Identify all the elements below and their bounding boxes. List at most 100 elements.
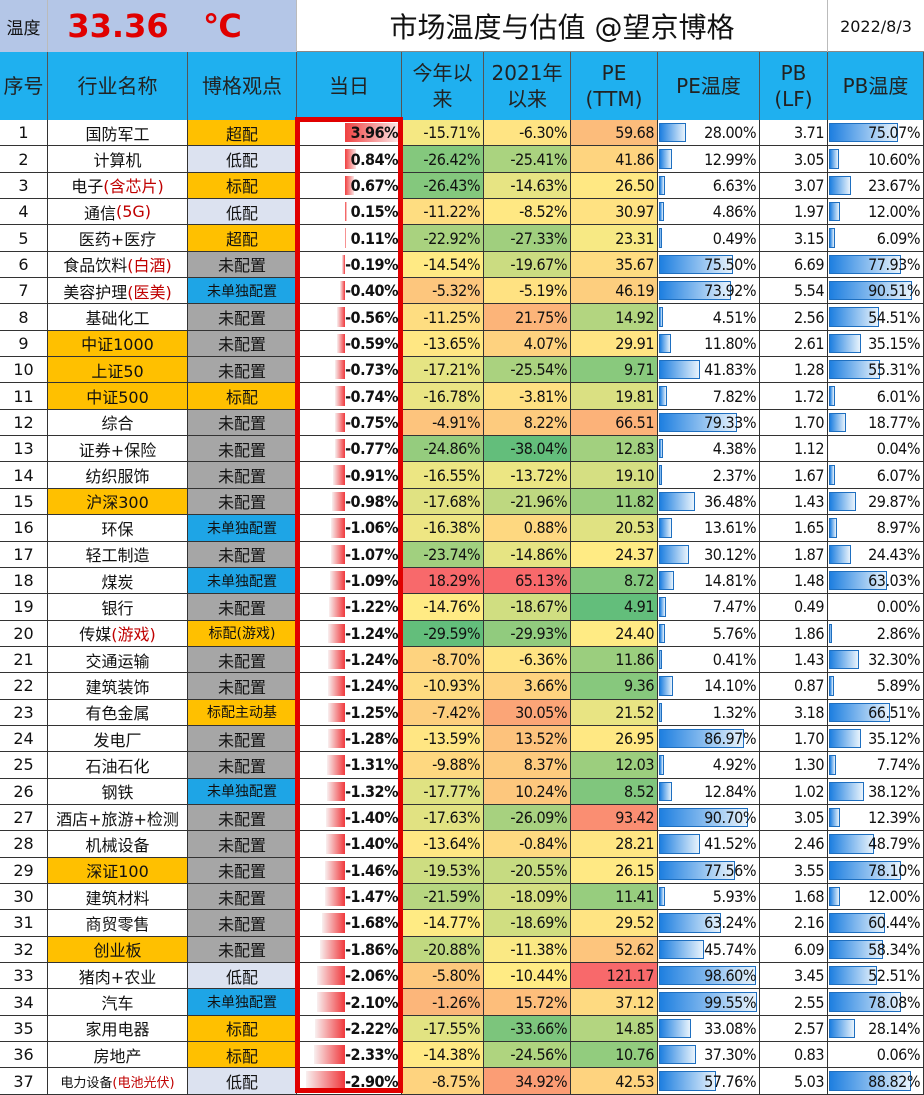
opinion-badge: 未单独配置 [188,278,297,304]
industry-name-text: 石油石化 [85,756,150,776]
pb-temperature-bar [829,544,852,564]
pb-lf-value: 1.70 [793,729,825,749]
since-2021-change: -8.52% [484,199,571,225]
table-row[interactable]: 33 猪肉+农业 低配 -2.06% -5.80% -10.44% 121.17 98.60%… [0,963,924,990]
pe-ttm: 26.50 [571,172,658,199]
pe-temperature-value: 86.97% [704,729,756,749]
pb-lf-value: 5.54 [793,281,825,301]
table-row[interactable]: 19 银行 未配置 -1.22% -14.76% -18.67% 4.91 7.47% 0.49… [0,594,924,621]
industry-name-text: 食品饮料 [63,256,128,276]
table-row[interactable]: 2 计算机 低配 0.84% -26.42% -25.41% 41.86 12.99% 3.05… [0,146,924,173]
table-row[interactable]: 31 商贸零售 未配置 -1.68% -14.77% -18.69% 29.52 63.24%… [0,910,924,937]
table-row[interactable]: 1 国防军工 超配 3.96% -15.71% -6.30% 59.68 28.00% 3.71… [0,120,924,147]
table-row[interactable]: 23 有色金属 标配主动基 -1.25% -7.42% 30.05% 21.52 1.32% 3… [0,699,924,726]
pb-lf-value: 2.56 [793,307,825,327]
pb-lf: 3.45 [760,963,828,989]
table-row[interactable]: 25 石油石化 未配置 -1.31% -9.88% 8.37% 12.03 4.92% 1.30… [0,752,924,779]
table-row[interactable]: 32 创业板 未配置 -1.86% -20.88% -11.38% 52.62 45.74% 6… [0,936,924,963]
table-row[interactable]: 34 汽车 未单独配置 -2.10% -1.26% 15.72% 37.12 99.55% 2.… [0,989,924,1016]
pb-temperature-bar [829,623,832,643]
table-row[interactable]: 13 证券+保险 未配置 -0.77% -24.86% -38.04% 12.83 4.38%… [0,436,924,463]
pb-lf-value: 1.02 [793,781,825,801]
table-row[interactable]: 9 中证1000 未配置 -0.59% -13.65% 4.07% 29.91 11.80% 2… [0,330,924,358]
daily-change-value: -1.24% [345,676,398,696]
industry-name: 汽车 [48,989,188,1015]
pb-temperature: 78.08% [828,989,924,1015]
daily-change-bar [327,781,345,801]
industry-name-note: (5G) [115,202,152,222]
table-row[interactable]: 4 通信 (5G) 低配 0.15% -11.22% -8.52% 30.97 4.86% 1.9… [0,199,924,226]
pb-lf-value: 1.68 [793,887,825,907]
table-row[interactable]: 20 传媒 (游戏) 标配(游戏) -1.24% -29.59% -29.93% 24.40 5… [0,620,924,647]
pe-temperature: 7.82% [658,383,760,409]
pe-temperature-bar [659,1018,692,1039]
industry-name: 家用电器 [48,1015,188,1042]
table-row[interactable]: 24 发电厂 未配置 -1.28% -13.59% 13.52% 26.95 86.97% 1.… [0,725,924,753]
industry-name-text: 通信 [83,203,116,223]
table-row[interactable]: 3 电子 (含芯片) 标配 0.67% -26.43% -14.63% 26.50 6.63% 3… [0,172,924,200]
daily-change-value: -1.68% [345,913,398,933]
pb-lf: 5.54 [760,278,828,304]
table-row[interactable]: 5 医药+医疗 超配 0.11% -22.92% -27.33% 23.31 0.49% 3.1… [0,225,924,252]
table-row[interactable]: 27 酒店+旅游+检测 未配置 -1.40% -17.63% -26.09% 93.42 90… [0,804,924,832]
daily-change: -1.28% [297,725,402,752]
industry-name: 深证100 [48,857,188,883]
table-row[interactable]: 22 建筑装饰 未配置 -1.24% -10.93% 3.66% 9.36 14.10% 0.8… [0,673,924,700]
pb-temperature-value: 6.07% [876,465,921,485]
pe-temperature-value: 4.38% [712,439,757,459]
industry-name-text: 中证500 [86,388,149,408]
pb-lf-value: 1.43 [793,650,825,670]
daily-change-value: 3.96% [350,123,399,143]
row-number: 14 [0,462,48,488]
since-2021-change: -25.41% [484,146,571,172]
opinion-badge: 未单独配置 [188,567,297,594]
row-number: 31 [0,910,48,936]
industry-name-text: 交通运输 [85,651,150,671]
table-row[interactable]: 8 基础化工 未配置 -0.56% -11.25% 21.75% 14.92 4.51% 2.5… [0,304,924,331]
pe-ttm: 10.76 [571,1042,658,1068]
opinion-badge: 未单独配置 [188,778,297,804]
pe-temperature-bar [659,281,732,301]
pe-ttm: 9.71 [571,357,658,383]
table-row[interactable]: 37 电力设备 (电池光伏) 低配 -2.90% -8.75% 34.92% 42.53 57.… [0,1068,924,1095]
pe-temperature-bar [659,439,664,459]
pe-temperature-bar [659,570,674,591]
pe-temperature-value: 28.00% [704,123,756,143]
table-row[interactable]: 10 上证50 未配置 -0.73% -17.21% -25.54% 9.71 41.83% 1… [0,357,924,384]
ytd-change: -16.78% [402,383,484,409]
table-row[interactable]: 12 综合 未配置 -0.75% -4.91% 8.22% 66.51 79.33% 1.70 1… [0,409,924,437]
pe-temperature: 2.37% [658,462,760,488]
pe-temperature: 28.00% [658,120,760,146]
industry-name-text: 机械设备 [85,835,150,855]
ytd-change: -14.76% [402,594,484,620]
table-row[interactable]: 30 建筑材料 未配置 -1.47% -21.59% -18.09% 11.41 5.93% 1… [0,883,924,911]
pe-temperature: 41.83% [658,357,760,383]
pb-lf: 3.07 [760,172,828,199]
industry-name-text: 医药+医疗 [78,230,157,250]
pe-temperature-value: 13.61% [704,518,756,538]
pb-lf-value: 1.97 [793,202,825,222]
opinion-badge: 标配 [188,172,297,199]
industry-name-text: 电力设备 [60,1075,113,1091]
table-row[interactable]: 16 环保 未单独配置 -1.06% -16.38% 0.88% 20.53 13.61% 1.… [0,515,924,542]
table-row[interactable]: 17 轻工制造 未配置 -1.07% -23.74% -14.86% 24.37 30.12%… [0,541,924,568]
pb-temperature-bar [829,281,913,301]
table-row[interactable]: 15 沪深300 未配置 -0.98% -17.68% -21.96% 11.82 36.48… [0,488,924,516]
table-row[interactable]: 21 交通运输 未配置 -1.24% -8.70% -6.36% 11.86 0.41% 1.4… [0,646,924,674]
table-row[interactable]: 36 房地产 标配 -2.33% -14.38% -24.56% 10.76 37.30% 0.… [0,1042,924,1069]
table-row[interactable]: 14 纺织服饰 未配置 -0.91% -16.55% -13.72% 19.10 2.37% 1… [0,462,924,489]
table-row[interactable]: 11 中证500 标配 -0.74% -16.78% -3.81% 19.81 7.82% 1.… [0,383,924,410]
industry-name: 电力设备 (电池光伏) [48,1068,188,1094]
table-row[interactable]: 26 钢铁 未单独配置 -1.32% -17.77% 10.24% 8.52 12.84% 1.… [0,778,924,805]
table-row[interactable]: 35 家用电器 标配 -2.22% -17.55% -33.66% 14.85 33.08% 2… [0,1015,924,1043]
row-number: 27 [0,804,48,831]
table-row[interactable]: 6 食品饮料 (白酒) 未配置 -0.19% -14.54% -19.67% 35.67 75.… [0,251,924,279]
table-row[interactable]: 18 煤炭 未单独配置 -1.09% 18.29% 65.13% 8.72 14.81% 1.4… [0,567,924,595]
col-pe-temp-header: PE温度 [658,52,760,120]
ytd-change: -13.59% [402,725,484,752]
table-row[interactable]: 28 机械设备 未配置 -1.40% -13.64% -0.84% 28.21 41.52% 2… [0,831,924,858]
daily-change-bar [317,966,345,986]
table-row[interactable]: 29 深证100 未配置 -1.46% -19.53% -20.55% 26.15 77.56… [0,857,924,884]
table-row[interactable]: 7 美容护理 (医美) 未单独配置 -0.40% -5.32% -5.19% 46.19 73.… [0,278,924,305]
pe-temperature: 45.74% [658,936,760,962]
